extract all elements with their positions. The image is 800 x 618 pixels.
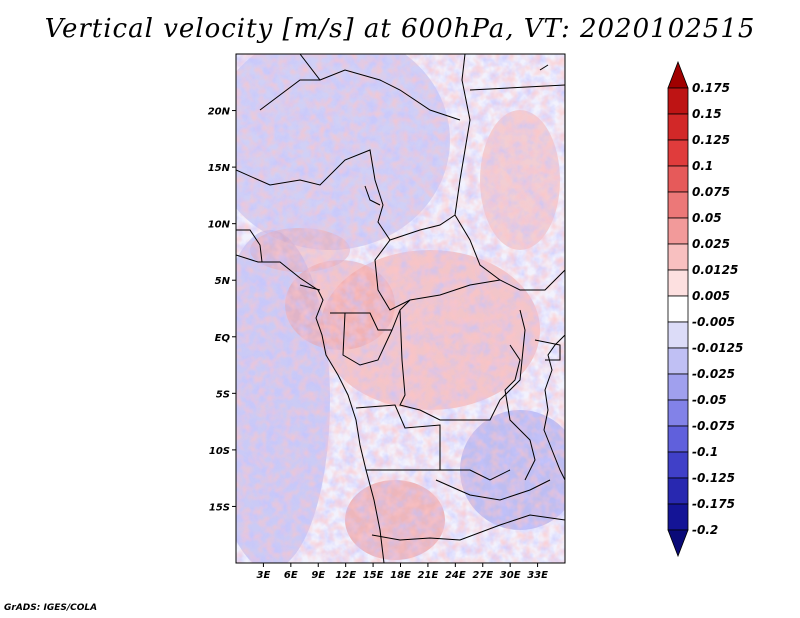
colorbar-level-label: -0.175 [692,497,735,511]
grads-credit: GrADS: IGES/COLA [4,603,98,613]
lat-tick-label: 15S [209,502,230,513]
colorbar: 0.175 0.15 0.125 0.1 0.075 0.05 0.025 0.0125 0.0… [667,60,743,558]
colorbar-swatch [667,347,689,375]
lon-tick-label: 3E [257,570,271,581]
colorbar-level-label: 0.15 [692,107,722,121]
colorbar-swatch [667,399,689,427]
lon-tick-label: 6E [284,570,298,581]
colorbar-swatch [667,217,689,245]
colorbar-level-label: -0.05 [692,393,727,407]
colorbar-swatch [667,60,689,89]
colorbar-swatch [667,139,689,167]
colorbar-swatch [667,321,689,349]
colorbar-swatch [667,243,689,271]
colorbar-level-label: 0.125 [692,133,730,147]
lat-tick-label: EQ [215,333,231,344]
colorbar-level-label: 0.1 [692,159,713,173]
lon-tick-label: 24E [445,570,466,581]
colorbar-swatch [667,373,689,401]
lon-tick-label: 30E [500,570,521,581]
colorbar-level-label: 0.005 [692,289,730,303]
colorbar-level-label: 0.0125 [692,263,738,277]
colorbar-swatch [667,477,689,505]
colorbar-swatch [667,503,689,531]
colorbar-level-label: -0.2 [692,523,718,537]
colorbar-swatch [667,165,689,193]
colorbar-swatch [667,87,689,115]
colorbar-level-label: -0.1 [692,445,718,459]
country-borders [236,54,565,563]
lon-tick-label: 33E [527,570,548,581]
velocity-field [236,54,565,563]
latitude-axis: 20N 15N 10N 5N EQ 5S 10S 15S [208,107,236,513]
colorbar-swatch [667,191,689,219]
lon-tick-label: 21E [418,570,439,581]
lat-tick-label: 5S [216,389,230,400]
colorbar-level-label: 0.075 [692,185,730,199]
colorbar-level-label: -0.025 [692,367,735,381]
colorbar-level-label: -0.0125 [692,341,743,355]
colorbar-swatch [667,295,689,323]
colorbar-swatch [667,269,689,297]
colorbar-swatch [667,529,689,558]
colorbar-level-label: 0.025 [692,237,730,251]
colorbar-swatch [667,451,689,479]
longitude-axis: 3E 6E 9E 12E 15E 18E 21E 24E 27E 30E 33E [257,563,548,581]
colorbar-level-label: 0.05 [692,211,722,225]
lat-tick-label: 20N [208,107,231,118]
lat-tick-label: 10N [208,220,231,231]
map-title: Vertical velocity [m/s] at 600hPa, VT: 2… [44,14,756,44]
colorbar-level-label: -0.125 [692,471,735,485]
lat-tick-label: 15N [208,163,231,174]
lon-tick-label: 12E [335,570,356,581]
lon-tick-label: 15E [363,570,384,581]
lat-tick-label: 5N [215,276,231,287]
lon-tick-label: 18E [390,570,411,581]
lat-tick-label: 10S [209,446,230,457]
colorbar-level-label: -0.005 [692,315,735,329]
lon-tick-label: 9E [311,570,325,581]
lon-tick-label: 27E [472,570,493,581]
colorbar-swatch [667,425,689,453]
colorbar-swatch [667,113,689,141]
colorbar-level-label: -0.075 [692,419,735,433]
colorbar-level-label: 0.175 [692,81,730,95]
